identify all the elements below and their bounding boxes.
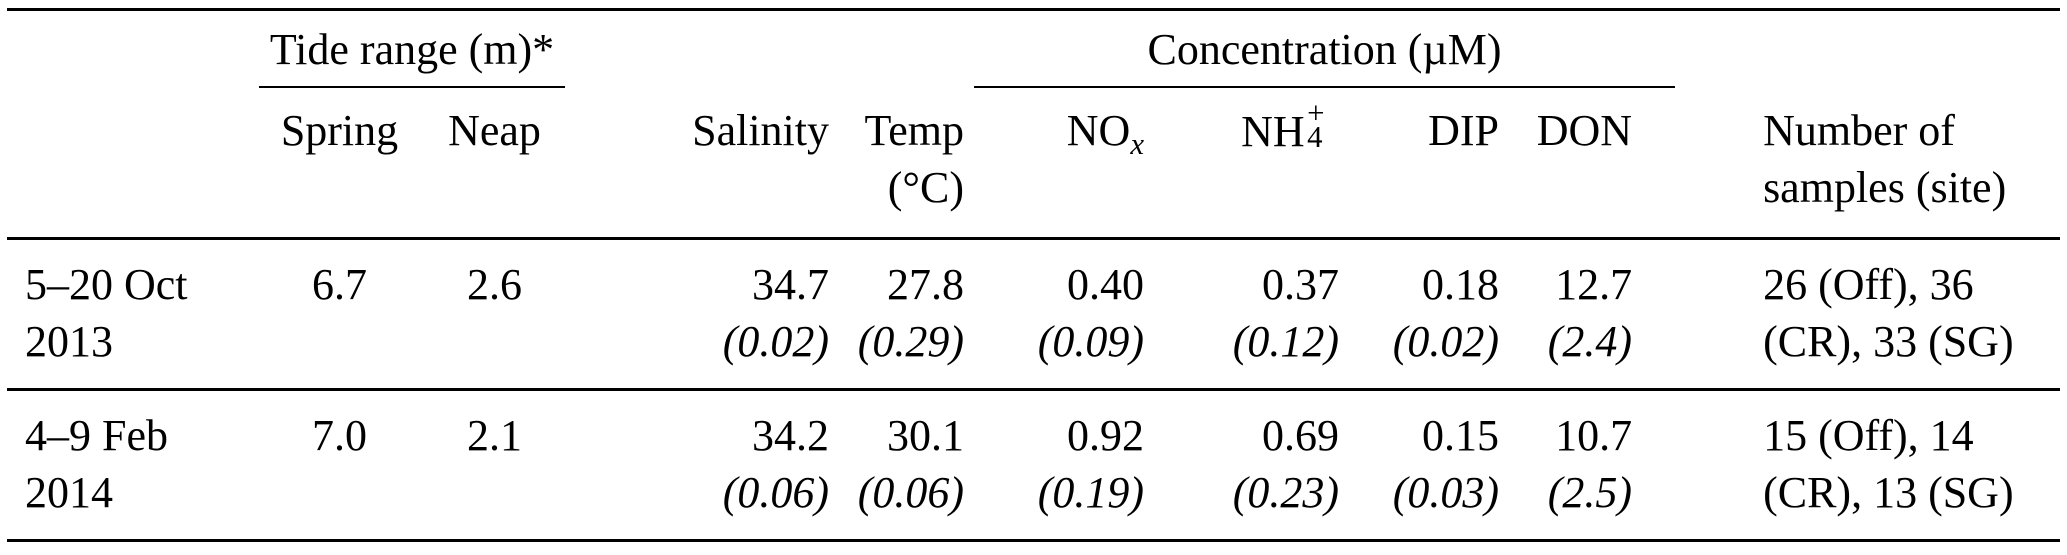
cell-sd: (0.23) (1232, 468, 1340, 518)
cell-sd: (0.09) (1037, 316, 1145, 366)
group-spacer-period (7, 10, 257, 89)
cell-salinity: 34.7 (0.02) (567, 238, 838, 391)
cell-dip: 0.15 (0.03) (1347, 389, 1507, 540)
cell-value: 0.18 (1422, 259, 1500, 309)
group-spacer-middle (567, 10, 972, 89)
column-header-salinity: Salinity (567, 88, 838, 240)
cell-dip: 0.18 (0.02) (1347, 238, 1508, 391)
nh4-base: NH (1241, 107, 1305, 157)
cell-spring: 6.7 (257, 238, 422, 391)
cell-nox: 0.40 (0.09) (972, 238, 1153, 391)
column-header-nox: NOx (972, 88, 1153, 240)
cell-don: 12.7 (2.4) (1507, 238, 1678, 391)
cell-value: 30.1 (887, 410, 965, 460)
cell-sd: (0.06) (722, 468, 830, 518)
survey-table: Tide range (m)* Concentration (µM) Sprin… (7, 8, 2061, 543)
cell-value: 0.92 (1067, 410, 1145, 460)
period-line2: 2014 (25, 468, 113, 518)
column-header-temp: Temp (°C) (837, 88, 973, 240)
cell-samples: 15 (Off), 14 (CR), 13 (SG) (1763, 410, 2014, 518)
group-spacer-samples (1677, 10, 2060, 89)
cell-value: 10.7 (1555, 410, 1633, 460)
cell-value: 27.8 (887, 259, 965, 309)
group-header-tide-range: Tide range (m)* (257, 10, 567, 89)
column-header-row: Spring Neap Salinity Temp (°C) NOx NH +4 … (7, 88, 2061, 240)
data-row-feb-2014: 4–9 Feb 2014 7.0 2.1 34.2 (0.06) 30.1 (0… (7, 389, 2060, 540)
cell-sd: (0.06) (857, 468, 965, 518)
column-header-samples: Number of samples (site) (1677, 88, 2061, 240)
samples-label-line2: samples (site) (1763, 163, 2007, 213)
cell-sd: (0.12) (1232, 316, 1340, 366)
cell-value: 12.7 (1555, 259, 1633, 309)
cell-salinity: 34.2 (0.06) (567, 389, 837, 540)
period-line1: 4–9 Feb (25, 410, 168, 460)
column-header-dip: DIP (1347, 88, 1508, 240)
cell-sd: (2.4) (1547, 316, 1633, 366)
cell-value: 0.40 (1067, 259, 1145, 309)
cell-samples: 26 (Off), 36 (CR), 33 (SG) (1677, 238, 2061, 391)
temp-label-line1: Temp (864, 106, 965, 156)
group-header-concentration-label: Concentration (µM) (974, 21, 1676, 89)
cell-nh4: 0.69 (0.23) (1152, 389, 1347, 540)
cell-sd: (0.19) (1037, 468, 1145, 518)
group-header-tide-range-label: Tide range (m)* (259, 21, 566, 89)
cell-neap: 2.6 (422, 238, 568, 391)
data-row-oct-2013: 5–20 Oct 2013 6.7 2.6 34.7 (0.02) 27.8 (… (7, 238, 2061, 391)
cell-nox: 0.92 (0.19) (972, 389, 1152, 540)
period-line2: 2013 (25, 316, 113, 366)
cell-neap: 2.1 (467, 410, 522, 460)
column-header-period (7, 88, 257, 240)
cell-sd: (0.29) (857, 316, 965, 366)
period-line1: 5–20 Oct (25, 259, 188, 309)
cell-value: 34.2 (752, 410, 830, 460)
group-header-concentration: Concentration (µM) (972, 10, 1677, 89)
column-header-spring: Spring (257, 88, 422, 240)
cell-value: 0.15 (1422, 410, 1500, 460)
column-header-nh4: NH +4 (1152, 88, 1348, 240)
nh4-subscript: 4 (1307, 120, 1323, 155)
group-header-row: Tide range (m)* Concentration (µM) (7, 10, 2060, 89)
samples-label-line1: Number of (1763, 106, 1955, 156)
cell-nh4: 0.37 (0.12) (1152, 238, 1348, 391)
cell-don: 10.7 (2.5) (1507, 389, 1677, 540)
cell-value: 0.69 (1262, 410, 1340, 460)
cell-period: 5–20 Oct 2013 (7, 238, 257, 391)
cell-temp: 30.1 (0.06) (837, 389, 972, 540)
cell-sd: (0.03) (1392, 468, 1500, 518)
temp-label-line2: (°C) (887, 163, 965, 213)
cell-value: 0.37 (1262, 259, 1340, 309)
cell-spring: 7.0 (312, 410, 367, 460)
cell-period: 4–9 Feb 2014 (7, 389, 257, 540)
cell-sd: (2.5) (1547, 468, 1633, 518)
cell-value: 34.7 (752, 259, 830, 309)
nox-base: NO (1066, 106, 1131, 156)
nh4-superscript: + (1307, 95, 1325, 130)
nh4-scripts: +4 (1305, 97, 1339, 152)
cell-temp: 27.8 (0.29) (837, 238, 973, 391)
column-header-neap: Neap (422, 88, 568, 240)
cell-sd: (0.02) (722, 316, 830, 366)
cell-sd: (0.02) (1392, 316, 1500, 366)
column-header-don: DON (1507, 88, 1678, 240)
nox-subscript: x (1130, 127, 1145, 162)
